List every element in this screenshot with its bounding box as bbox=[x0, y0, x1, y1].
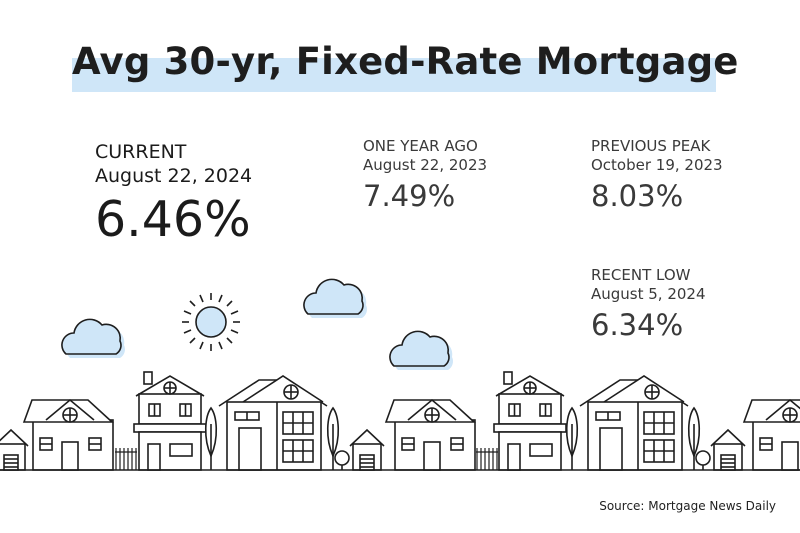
garage-icon bbox=[349, 429, 385, 471]
neighborhood-illustration bbox=[0, 278, 800, 471]
recent-low-date: August 5, 2024 bbox=[591, 285, 706, 303]
fence bbox=[475, 447, 499, 471]
tree-icon bbox=[204, 407, 218, 471]
one-year-ago-label: ONE YEAR AGO bbox=[363, 137, 478, 155]
title-highlight bbox=[72, 58, 716, 92]
current-label: CURRENT bbox=[95, 141, 187, 163]
house-icon bbox=[385, 399, 476, 471]
source-note: Source: Mortgage News Daily bbox=[599, 499, 776, 513]
one-year-ago-block: ONE YEAR AGO August 22, 2023 7.49% bbox=[363, 137, 487, 213]
recent-low-block: RECENT LOW August 5, 2024 6.34% bbox=[591, 266, 706, 342]
cloud-icon bbox=[61, 318, 126, 359]
sun-icon bbox=[182, 293, 240, 351]
current-rate-block: CURRENT August 22, 2024 6.46% bbox=[95, 140, 252, 248]
house-icon bbox=[218, 375, 328, 471]
current-rate: 6.46% bbox=[95, 191, 251, 248]
previous-peak-block: PREVIOUS PEAK October 19, 2023 8.03% bbox=[591, 137, 723, 213]
house-icon bbox=[579, 375, 689, 471]
tree-icon bbox=[565, 407, 579, 471]
recent-low-label: RECENT LOW bbox=[591, 266, 691, 284]
house-icon bbox=[493, 371, 567, 471]
garage-icon bbox=[710, 429, 746, 471]
previous-peak-label: PREVIOUS PEAK bbox=[591, 137, 711, 155]
house-icon bbox=[743, 399, 800, 471]
bush-icon bbox=[334, 450, 350, 471]
fence bbox=[114, 447, 138, 471]
garage-icon bbox=[0, 429, 29, 471]
current-date: August 22, 2024 bbox=[95, 165, 253, 187]
previous-peak-date: October 19, 2023 bbox=[591, 156, 723, 174]
one-year-ago-date: August 22, 2023 bbox=[363, 156, 488, 174]
title-block: Avg 30-yr, Fixed-Rate Mortgage bbox=[72, 40, 739, 92]
cloud-icon bbox=[303, 278, 368, 319]
house-icon bbox=[23, 399, 114, 471]
one-year-ago-rate: 7.49% bbox=[363, 179, 456, 213]
recent-low-rate: 6.34% bbox=[591, 308, 684, 342]
bush-icon bbox=[695, 450, 711, 471]
cloud-icon bbox=[389, 330, 454, 371]
previous-peak-rate: 8.03% bbox=[591, 179, 684, 213]
page-title: Avg 30-yr, Fixed-Rate Mortgage bbox=[72, 40, 739, 83]
house-icon bbox=[133, 371, 207, 471]
